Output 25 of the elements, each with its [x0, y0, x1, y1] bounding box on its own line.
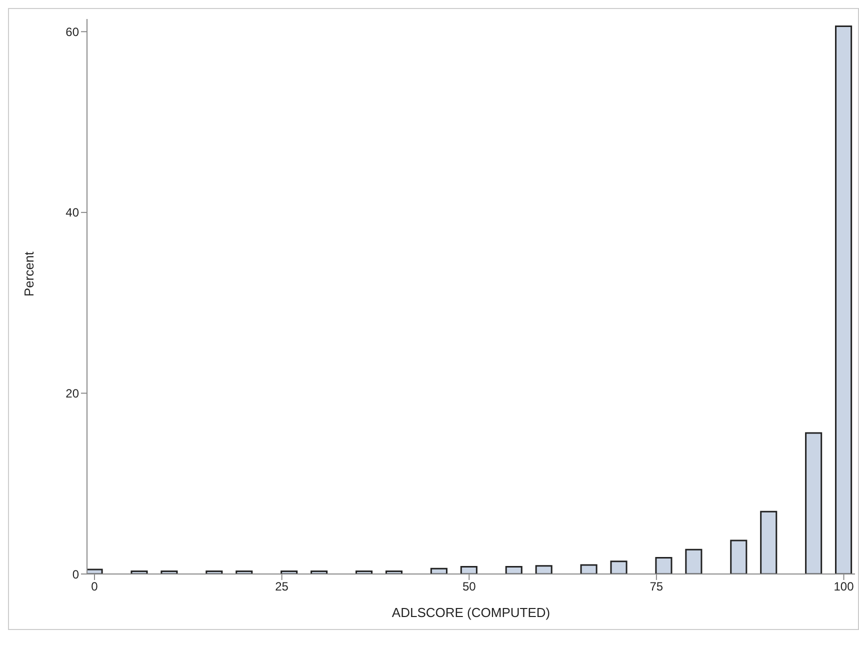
x-tick-label: 100 — [834, 580, 854, 594]
y-tick-label: 40 — [66, 206, 80, 220]
x-tick-label: 0 — [91, 580, 98, 594]
bar — [760, 510, 778, 574]
bar — [535, 565, 552, 574]
y-tick-label: 0 — [72, 567, 80, 582]
bar — [460, 566, 478, 574]
x-tick-label: 25 — [275, 580, 289, 594]
x-tick-label: 75 — [650, 580, 664, 594]
bar — [130, 570, 148, 574]
bar — [655, 556, 672, 574]
y-tick-label: 60 — [66, 24, 80, 39]
y-axis-title: Percent — [22, 251, 37, 296]
bar — [87, 568, 103, 574]
bar — [835, 25, 852, 574]
bar — [730, 540, 748, 574]
bar — [505, 566, 522, 574]
x-tick-label: 50 — [462, 580, 476, 594]
bar — [610, 560, 628, 574]
bar — [805, 432, 822, 574]
bar — [685, 548, 702, 574]
y-tick-label: 20 — [66, 386, 80, 400]
x-axis-title: ADLSCORE (COMPUTED) — [392, 605, 550, 620]
bar — [580, 564, 598, 574]
bar — [430, 568, 448, 574]
